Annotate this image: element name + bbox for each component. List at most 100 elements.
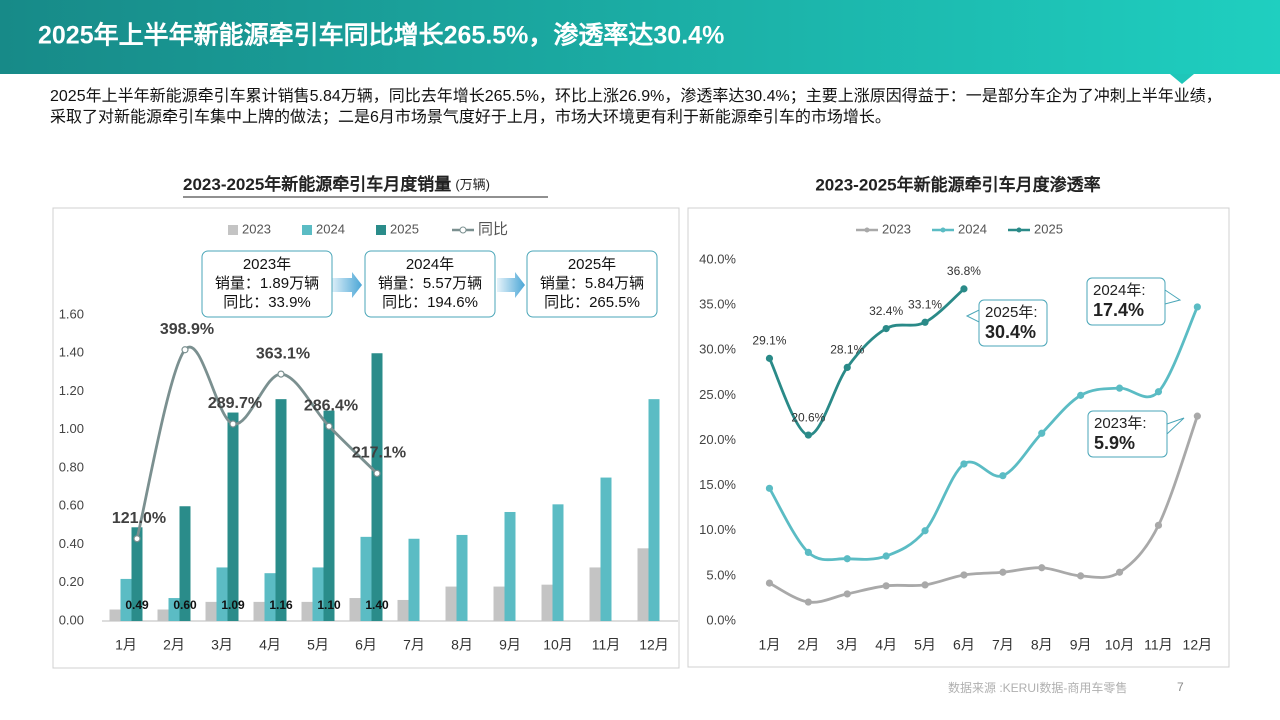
annotation-line: 同比：265.5% — [544, 294, 640, 311]
point — [804, 548, 812, 557]
point — [229, 420, 237, 428]
arrow — [497, 272, 525, 298]
point — [960, 460, 968, 468]
right-chart-title: 2023-2025年新能源牵引车月度渗透率 — [815, 174, 1100, 194]
data-label: 217.1% — [352, 445, 406, 462]
bar — [456, 534, 468, 621]
legend-marker — [459, 226, 467, 234]
y-tick-label: 0.00 — [59, 612, 84, 627]
x-tick-label: 5月 — [307, 637, 329, 653]
data-label: 398.9% — [160, 321, 214, 338]
left-panel — [52, 207, 680, 669]
y-tick-label: 40.0% — [699, 251, 736, 266]
point — [882, 582, 890, 590]
y-tick-label: 5.0% — [706, 567, 736, 582]
x-tick-label: 9月 — [499, 637, 521, 653]
bar — [600, 477, 612, 621]
point — [960, 285, 968, 293]
data-label: 0.60 — [173, 598, 197, 612]
bar — [120, 578, 132, 621]
x-tick-label: 1月 — [759, 637, 781, 653]
data-label: 121.0% — [112, 510, 166, 527]
point — [804, 431, 812, 439]
x-tick-label: 3月 — [211, 637, 233, 653]
point — [843, 363, 851, 371]
legend-label: 2024 — [316, 221, 345, 236]
header-notch — [1170, 74, 1194, 84]
x-tick-label: 6月 — [355, 637, 377, 653]
x-tick-label: 12月 — [639, 637, 669, 653]
y-tick-label: 1.20 — [59, 383, 84, 398]
right-panel — [687, 207, 1230, 668]
annotation-line: 销量：1.89万辆 — [215, 275, 319, 292]
callout-title: 2023年: — [1094, 415, 1147, 432]
bar — [371, 353, 383, 621]
y-tick-label: 0.40 — [59, 536, 84, 551]
data-label: 0.49 — [125, 598, 149, 612]
data-label: 32.4% — [869, 304, 903, 318]
point — [843, 590, 851, 598]
callout-title: 2024年: — [1093, 282, 1146, 299]
callout-value: 30.4% — [985, 322, 1036, 342]
point — [921, 527, 929, 535]
x-tick-label: 8月 — [1031, 637, 1053, 653]
point — [882, 552, 890, 560]
y-tick-label: 35.0% — [699, 297, 736, 312]
bar — [301, 601, 313, 621]
bar — [408, 538, 420, 621]
y-tick-label: 0.0% — [706, 612, 736, 627]
point — [133, 535, 141, 543]
data-label: 29.1% — [752, 334, 786, 348]
callout-pointer — [1164, 289, 1182, 305]
point — [843, 555, 851, 563]
point — [921, 318, 929, 326]
y-tick-label: 10.0% — [699, 522, 736, 537]
point — [804, 598, 812, 606]
paragraph: 2025年上半年新能源牵引车累计销售5.84万辆，同比去年增长265.5%，环比… — [50, 88, 1222, 126]
y-tick-label: 1.60 — [59, 306, 84, 321]
data-label: 286.4% — [304, 397, 358, 414]
y-tick-label: 20.0% — [699, 432, 736, 447]
annotation-title: 2023年 — [243, 256, 291, 273]
y-tick-label: 0.80 — [59, 459, 84, 474]
data-label: 1.10 — [317, 598, 341, 612]
line — [135, 345, 378, 540]
point — [1154, 388, 1163, 396]
bar — [205, 601, 217, 621]
legend-label: 2025 — [1034, 221, 1063, 236]
header-title: 2025年上半年新能源牵引车同比增长265.5%，渗透率达30.4% — [38, 21, 724, 50]
annotation-line: 销量：5.84万辆 — [540, 275, 644, 292]
bar — [179, 506, 191, 621]
x-tick-label: 3月 — [836, 637, 858, 653]
bar — [360, 536, 372, 621]
x-tick-label: 7月 — [403, 637, 425, 653]
point — [765, 484, 774, 492]
data-label: 36.8% — [947, 264, 981, 278]
bar — [648, 399, 660, 621]
legend-marker — [1016, 227, 1022, 233]
bar — [589, 567, 601, 621]
point — [181, 346, 189, 354]
point — [325, 422, 333, 430]
point — [765, 579, 774, 587]
point — [1154, 521, 1163, 529]
callout-pointer — [1166, 417, 1185, 436]
bar — [253, 601, 265, 621]
x-tick-label: 1月 — [115, 637, 137, 653]
unit: (万辆) — [455, 177, 490, 192]
legend-label: 同比 — [478, 221, 508, 238]
legend-label: 2023 — [882, 221, 911, 236]
x-tick-label: 10月 — [1105, 637, 1135, 653]
data-label: 20.6% — [791, 410, 825, 424]
legend-marker — [940, 227, 946, 233]
bar — [637, 548, 649, 621]
annotation-box — [364, 250, 496, 318]
point — [999, 568, 1007, 576]
x-tick-label: 11月 — [592, 637, 621, 653]
point — [1193, 303, 1201, 311]
callout-title: 2025年: — [985, 304, 1038, 321]
callout-value: 5.9% — [1094, 433, 1135, 453]
y-tick-label: 30.0% — [699, 342, 736, 357]
